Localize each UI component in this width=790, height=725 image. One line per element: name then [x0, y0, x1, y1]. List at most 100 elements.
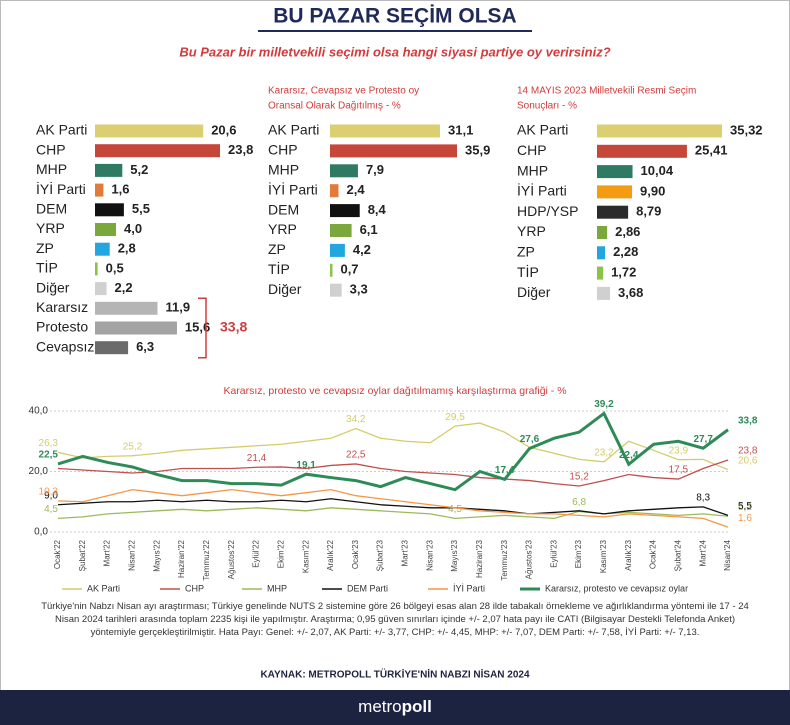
bar	[95, 144, 220, 158]
value-label: 5,5	[132, 201, 150, 216]
source: KAYNAK: METROPOLL TÜRKİYE'NİN NABZI NİSA…	[260, 668, 530, 681]
x-tick-label: Ağustos'22	[227, 539, 236, 579]
point-label: 23,2	[594, 447, 614, 458]
x-tick-label: Nisan'23	[425, 539, 434, 570]
value-label: 2,28	[613, 244, 638, 259]
x-tick-label: Ekim'22	[276, 539, 285, 568]
bar-label: TİP	[517, 263, 539, 280]
value-label: 31,1	[448, 122, 473, 137]
bar	[597, 165, 633, 179]
x-tick-label: Şubat'24	[673, 539, 682, 571]
series-line	[57, 411, 729, 492]
value-label: 0,7	[340, 262, 358, 277]
point-label: 20,6	[738, 455, 758, 466]
bar	[330, 164, 358, 178]
legend-label: Kararsız, protesto ve cevapsız oylar	[545, 583, 688, 593]
point-label: 19,1	[296, 460, 316, 471]
x-tick-label: Mart'24	[698, 539, 707, 566]
point-label: 6,8	[572, 497, 586, 508]
panel-title: Sonuçları - %	[517, 101, 577, 112]
legend-label: DEM Parti	[347, 583, 388, 593]
value-label: 2,2	[115, 280, 133, 295]
x-tick-label: Şubat'22	[78, 539, 87, 571]
point-label: 5,5	[738, 501, 752, 512]
x-tick-label: Mart'22	[103, 539, 112, 566]
bar	[95, 341, 129, 355]
bar-label: CHP	[517, 142, 547, 158]
value-label: 10,04	[641, 163, 674, 178]
point-label: 22,5	[346, 450, 366, 461]
bar-label: ZP	[268, 241, 286, 257]
bar-label: AK Parti	[517, 122, 568, 138]
x-tick-label: Kasım'22	[301, 539, 310, 573]
series-line	[57, 488, 729, 528]
bar-label: YRP	[517, 223, 546, 239]
x-tick-label: Ocak'23	[351, 539, 360, 569]
point-label: 9,0	[44, 490, 58, 501]
x-tick-label: Eylül'23	[549, 539, 558, 567]
bar	[330, 283, 342, 297]
bar-label: TİP	[268, 260, 290, 277]
logo-light: metro	[358, 697, 401, 716]
point-label: 22,5	[39, 450, 59, 461]
x-tick-label: Mart'23	[401, 539, 410, 566]
bar-label: Kararsız	[36, 299, 88, 315]
x-tick-label: Haziran'23	[475, 539, 484, 578]
x-tick-label: Ocak'24	[649, 539, 658, 569]
bar-label: ZP	[517, 244, 535, 260]
bar	[95, 301, 158, 315]
bar	[95, 183, 104, 197]
point-label: 21,4	[247, 453, 267, 464]
panel-title: 14 MAYIS 2023 Milletvekili Resmi Seçim	[517, 86, 696, 97]
x-tick-label: Mayıs'23	[450, 539, 459, 571]
bar	[597, 266, 604, 280]
bar-label: İYİ Parti	[517, 182, 567, 199]
x-tick-label: Eylül'22	[252, 539, 261, 567]
bar-label: İYİ Parti	[36, 180, 86, 197]
x-tick-label: Ekim'23	[574, 539, 583, 568]
value-label: 8,4	[368, 202, 387, 217]
bar-label: CHP	[36, 141, 66, 157]
subtitle: Bu Pazar bir milletvekili seçimi olsa ha…	[179, 44, 610, 59]
bar-label: DEM	[36, 201, 67, 217]
value-label: 7,9	[366, 162, 384, 177]
title: BU PAZAR SEÇİM OLSA	[273, 5, 516, 28]
bar	[330, 224, 352, 237]
point-label: 29,5	[445, 412, 465, 423]
footer-band	[0, 690, 790, 725]
point-label: 17,4	[495, 465, 515, 476]
logo: metropoll	[358, 697, 432, 716]
series-line	[57, 507, 729, 520]
bar	[330, 144, 457, 158]
point-label: 8,3	[696, 493, 710, 504]
value-label: 4,0	[124, 221, 142, 236]
x-tick-label: Şubat'23	[376, 539, 385, 571]
value-label: 1,72	[611, 265, 636, 280]
bar	[597, 205, 629, 219]
x-tick-label: Mayıs'22	[152, 539, 161, 571]
bar-label: DEM	[268, 201, 299, 217]
value-label: 2,4	[346, 182, 365, 197]
bar-label: Protesto	[36, 319, 88, 335]
bar	[330, 263, 333, 277]
bar-label: Diğer	[517, 284, 551, 300]
value-label: 25,41	[695, 143, 728, 158]
bar-label: Diğer	[36, 279, 70, 295]
x-tick-label: Ağustos'23	[525, 539, 534, 579]
bar-label: MHP	[517, 162, 548, 178]
bar	[330, 204, 360, 218]
point-label: 1,6	[738, 513, 752, 524]
value-label: 11,9	[166, 300, 191, 315]
bar-label: CHP	[268, 142, 298, 158]
bar-label: AK Parti	[36, 122, 87, 138]
point-label: 22,4	[619, 450, 639, 461]
bar	[597, 185, 633, 199]
value-label: 6,3	[136, 339, 154, 354]
x-tick-label: Haziran'22	[177, 539, 186, 578]
series-line	[57, 498, 729, 516]
bar	[330, 243, 345, 257]
bar-label: MHP	[268, 162, 299, 178]
bar-label: HDP/YSP	[517, 203, 578, 219]
